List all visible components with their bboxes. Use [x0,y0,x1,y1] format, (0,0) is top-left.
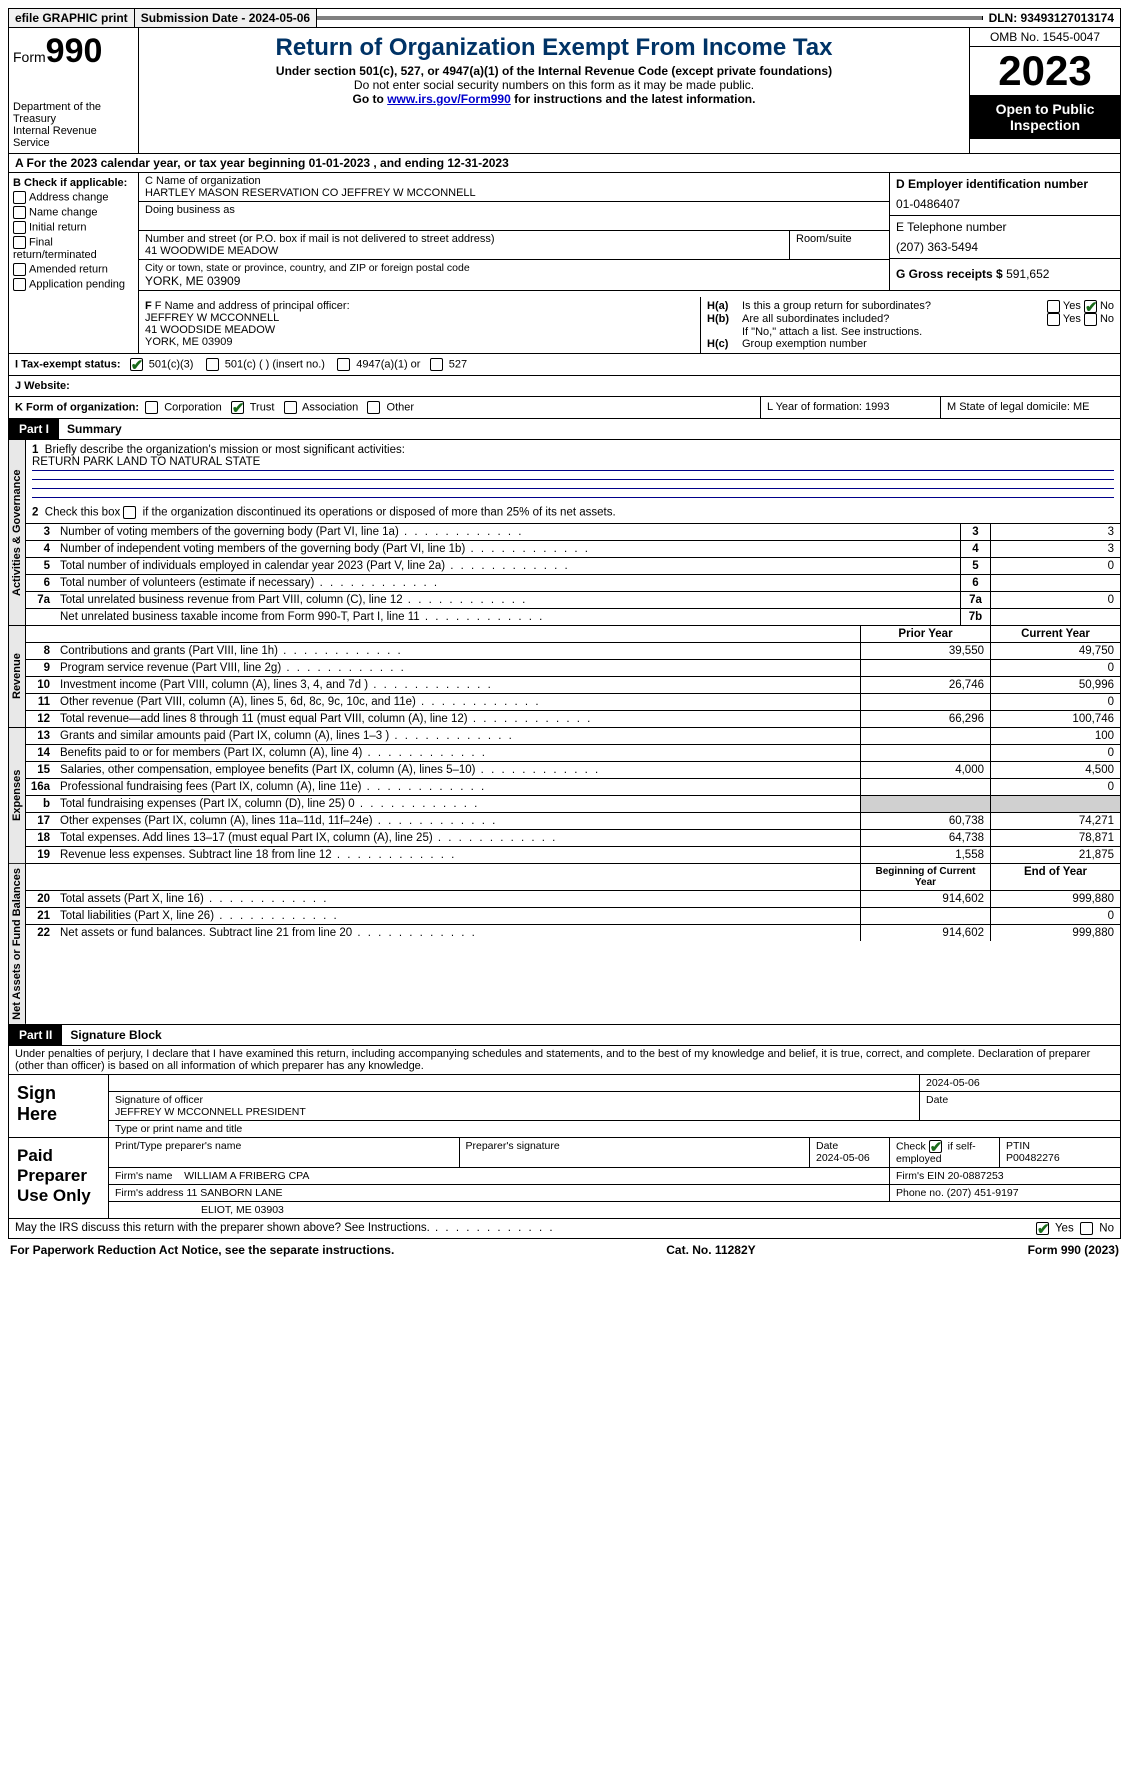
submission-date: Submission Date - 2024-05-06 [135,9,317,27]
checkbox-initial-return[interactable] [13,221,26,234]
checkbox-ha-no[interactable] [1084,300,1097,313]
officer-name: JEFFREY W MCCONNELL PRESIDENT [115,1106,306,1118]
summary-row: 5Total number of individuals employed in… [26,557,1120,574]
irs-label: Internal Revenue Service [13,125,134,149]
summary-row: 13Grants and similar amounts paid (Part … [26,728,1120,744]
org-street: 41 WOODWIDE MEADOW [145,245,783,257]
firm-name: WILLIAM A FRIBERG CPA [184,1170,309,1182]
year-formation: L Year of formation: 1993 [760,397,940,418]
dept-treasury: Department of the Treasury [13,101,134,125]
footer-form: Form 990 (2023) [1028,1243,1119,1257]
summary-row: 21Total liabilities (Part X, line 26)0 [26,907,1120,924]
paid-preparer-label: Paid Preparer Use Only [9,1138,109,1218]
firm-phone: (207) 451-9197 [947,1187,1019,1199]
checkbox-501c[interactable] [206,358,219,371]
mission-text: RETURN PARK LAND TO NATURAL STATE [32,456,1114,468]
summary-row: 3Number of voting members of the governi… [26,523,1120,540]
checkbox-501c3[interactable] [130,358,143,371]
summary-row: 11Other revenue (Part VIII, column (A), … [26,693,1120,710]
state-domicile: M State of legal domicile: ME [940,397,1120,418]
summary-row: 12Total revenue—add lines 8 through 11 (… [26,710,1120,727]
checkbox-527[interactable] [430,358,443,371]
checkbox-discontinued[interactable] [123,506,136,519]
summary-row: 7aTotal unrelated business revenue from … [26,591,1120,608]
checkbox-assoc[interactable] [284,401,297,414]
ein: 01-0486407 [896,191,1114,211]
summary-row: 17Other expenses (Part IX, column (A), l… [26,812,1120,829]
efile-print-button[interactable]: efile GRAPHIC print [9,9,135,27]
footer-catno: Cat. No. 11282Y [666,1243,755,1257]
summary-row: bTotal fundraising expenses (Part IX, co… [26,795,1120,812]
telephone: (207) 363-5494 [896,234,1114,254]
checkbox-app-pending[interactable] [13,278,26,291]
checkbox-ha-yes[interactable] [1047,300,1060,313]
form-title: Return of Organization Exempt From Incom… [147,34,961,62]
box-h: H(a)Is this a group return for subordina… [700,297,1120,353]
checkbox-corp[interactable] [145,401,158,414]
checkbox-discuss-no[interactable] [1080,1222,1093,1235]
vtab-revenue: Revenue [9,626,26,727]
box-f: F F Name and address of principal office… [139,297,700,353]
summary-row: 15Salaries, other compensation, employee… [26,761,1120,778]
top-bar: efile GRAPHIC print Submission Date - 20… [8,8,1121,28]
vtab-expenses: Expenses [9,728,26,863]
vtab-activities: Activities & Governance [9,440,26,625]
instructions-link[interactable]: www.irs.gov/Form990 [387,92,511,106]
form-header: Form990 Department of the Treasury Inter… [8,28,1121,154]
summary-row: Net unrelated business taxable income fr… [26,608,1120,625]
checkbox-trust[interactable] [231,401,244,414]
summary-row: 6Total number of volunteers (estimate if… [26,574,1120,591]
firm-ein: 20-0887253 [948,1170,1004,1182]
ssn-note: Do not enter social security numbers on … [147,78,961,92]
checkbox-discuss-yes[interactable] [1036,1222,1049,1235]
summary-row: 8Contributions and grants (Part VIII, li… [26,642,1120,659]
open-to-public: Open to Public Inspection [970,95,1120,139]
summary-row: 22Net assets or fund balances. Subtract … [26,924,1120,941]
org-name: HARTLEY MASON RESERVATION CO JEFFREY W M… [145,187,883,199]
sign-here-label: Sign Here [9,1075,109,1137]
perjury-statement: Under penalties of perjury, I declare th… [8,1046,1121,1075]
row-a-tax-year: A For the 2023 calendar year, or tax yea… [8,154,1121,173]
checkbox-name-change[interactable] [13,206,26,219]
part-ii-title: Signature Block [62,1025,169,1045]
tax-year: 2023 [970,47,1120,95]
checkbox-amended[interactable] [13,263,26,276]
checkbox-4947[interactable] [337,358,350,371]
org-city: YORK, ME 03909 [145,274,883,288]
summary-row: 4Number of independent voting members of… [26,540,1120,557]
summary-row: 16aProfessional fundraising fees (Part I… [26,778,1120,795]
summary-row: 9Program service revenue (Part VIII, lin… [26,659,1120,676]
checkbox-final-return[interactable] [13,236,26,249]
part-ii-header: Part II [9,1025,62,1045]
summary-row: 18Total expenses. Add lines 13–17 (must … [26,829,1120,846]
summary-row: 14Benefits paid to or for members (Part … [26,744,1120,761]
omb-number: OMB No. 1545-0047 [970,28,1120,47]
gross-receipts: 591,652 [1006,267,1049,281]
summary-row: 20Total assets (Part X, line 16)914,6029… [26,890,1120,907]
summary-row: 10Investment income (Part VIII, column (… [26,676,1120,693]
checkbox-other[interactable] [367,401,380,414]
ptin: P00482276 [1006,1152,1060,1164]
website-label: J Website: [9,376,76,396]
checkbox-self-employed[interactable] [929,1140,942,1153]
box-b: B Check if applicable: Address change Na… [9,173,139,297]
part-i-header: Part I [9,419,59,439]
checkbox-address-change[interactable] [13,191,26,204]
footer-paperwork: For Paperwork Reduction Act Notice, see … [10,1243,394,1257]
summary-row: 19Revenue less expenses. Subtract line 1… [26,846,1120,863]
part-i-title: Summary [59,419,130,439]
dln: DLN: 93493127013174 [983,9,1120,27]
checkbox-hb-no[interactable] [1084,313,1097,326]
vtab-net-assets: Net Assets or Fund Balances [9,864,26,1024]
form-subtitle: Under section 501(c), 527, or 4947(a)(1)… [147,64,961,78]
checkbox-hb-yes[interactable] [1047,313,1060,326]
